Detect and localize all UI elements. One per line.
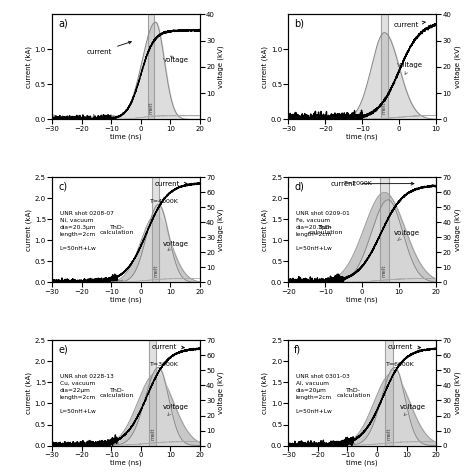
Y-axis label: voltage (kV): voltage (kV) [218,46,224,88]
X-axis label: time (ns): time (ns) [110,133,142,139]
Text: ThD-
calculation: ThD- calculation [336,388,371,399]
Text: e): e) [58,345,68,355]
Text: b): b) [294,18,304,28]
Text: T=3000K: T=3000K [150,362,179,367]
Y-axis label: current (kA): current (kA) [26,46,32,88]
X-axis label: time (ns): time (ns) [346,296,378,302]
Y-axis label: voltage (kV): voltage (kV) [218,372,224,414]
Text: melt: melt [153,264,158,277]
Text: UNR shot 0228-13
Cu, vacuum
dia=22μm
length=2cm
 
L=50nH+Lw: UNR shot 0228-13 Cu, vacuum dia=22μm len… [60,374,113,414]
Text: current: current [388,344,420,350]
Text: melt: melt [150,428,155,440]
Text: current: current [87,41,131,55]
Text: voltage: voltage [393,230,419,241]
Y-axis label: current (kA): current (kA) [26,372,32,414]
X-axis label: time (ns): time (ns) [346,133,378,139]
X-axis label: time (ns): time (ns) [110,296,142,302]
Bar [380,177,389,283]
Y-axis label: voltage (kV): voltage (kV) [454,372,461,414]
Y-axis label: voltage (kV): voltage (kV) [454,46,461,88]
Text: T=2000K: T=2000K [344,181,373,186]
Text: melt: melt [148,101,154,114]
Text: T=4000K: T=4000K [150,199,179,204]
Text: melt: melt [386,428,392,440]
Text: melt: melt [382,101,387,114]
Text: UNR shot 0208-07
Ni, vacuum
dia=20.3μm
length=2cm
 
L=50nH+Lw: UNR shot 0208-07 Ni, vacuum dia=20.3μm l… [60,211,113,251]
Text: T=6000K: T=6000K [386,362,415,367]
Y-axis label: voltage (kV): voltage (kV) [454,209,461,251]
Text: voltage: voltage [163,404,189,416]
Text: melt: melt [382,264,387,277]
Y-axis label: current (kA): current (kA) [262,372,268,414]
X-axis label: time (ns): time (ns) [110,459,142,465]
Text: a): a) [58,18,68,28]
Text: f): f) [294,345,301,355]
Text: current: current [155,181,187,187]
Text: voltage: voltage [400,404,426,416]
Text: ThD-
calculation: ThD- calculation [100,388,134,399]
Y-axis label: current (kA): current (kA) [262,46,268,88]
Text: UNR shot 0209-01
Fe, vacuum
dia=20.3μm
length=2cm
 
L=50nH+Lw: UNR shot 0209-01 Fe, vacuum dia=20.3μm l… [296,211,349,251]
X-axis label: time (ns): time (ns) [346,459,378,465]
Y-axis label: voltage (kV): voltage (kV) [218,209,224,251]
Text: ThD-
calculation: ThD- calculation [308,225,343,236]
Text: current: current [394,21,425,28]
Bar [385,340,392,446]
Text: voltage: voltage [397,62,423,74]
Bar [152,177,159,283]
Bar [148,14,154,119]
Text: current: current [331,181,414,187]
Bar [149,340,156,446]
Y-axis label: current (kA): current (kA) [262,209,268,251]
Text: d): d) [294,182,304,191]
Text: voltage: voltage [163,241,189,250]
Text: voltage: voltage [163,56,189,63]
Bar [381,14,388,119]
Y-axis label: current (kA): current (kA) [26,209,32,251]
Text: current: current [152,344,184,350]
Text: c): c) [58,182,67,191]
Text: UNR shot 0301-03
Al, vacuum
dia=20μm
length=2cm
 
L=50nH+Lw: UNR shot 0301-03 Al, vacuum dia=20μm len… [296,374,349,414]
Text: ThD-
calculation: ThD- calculation [100,225,134,236]
